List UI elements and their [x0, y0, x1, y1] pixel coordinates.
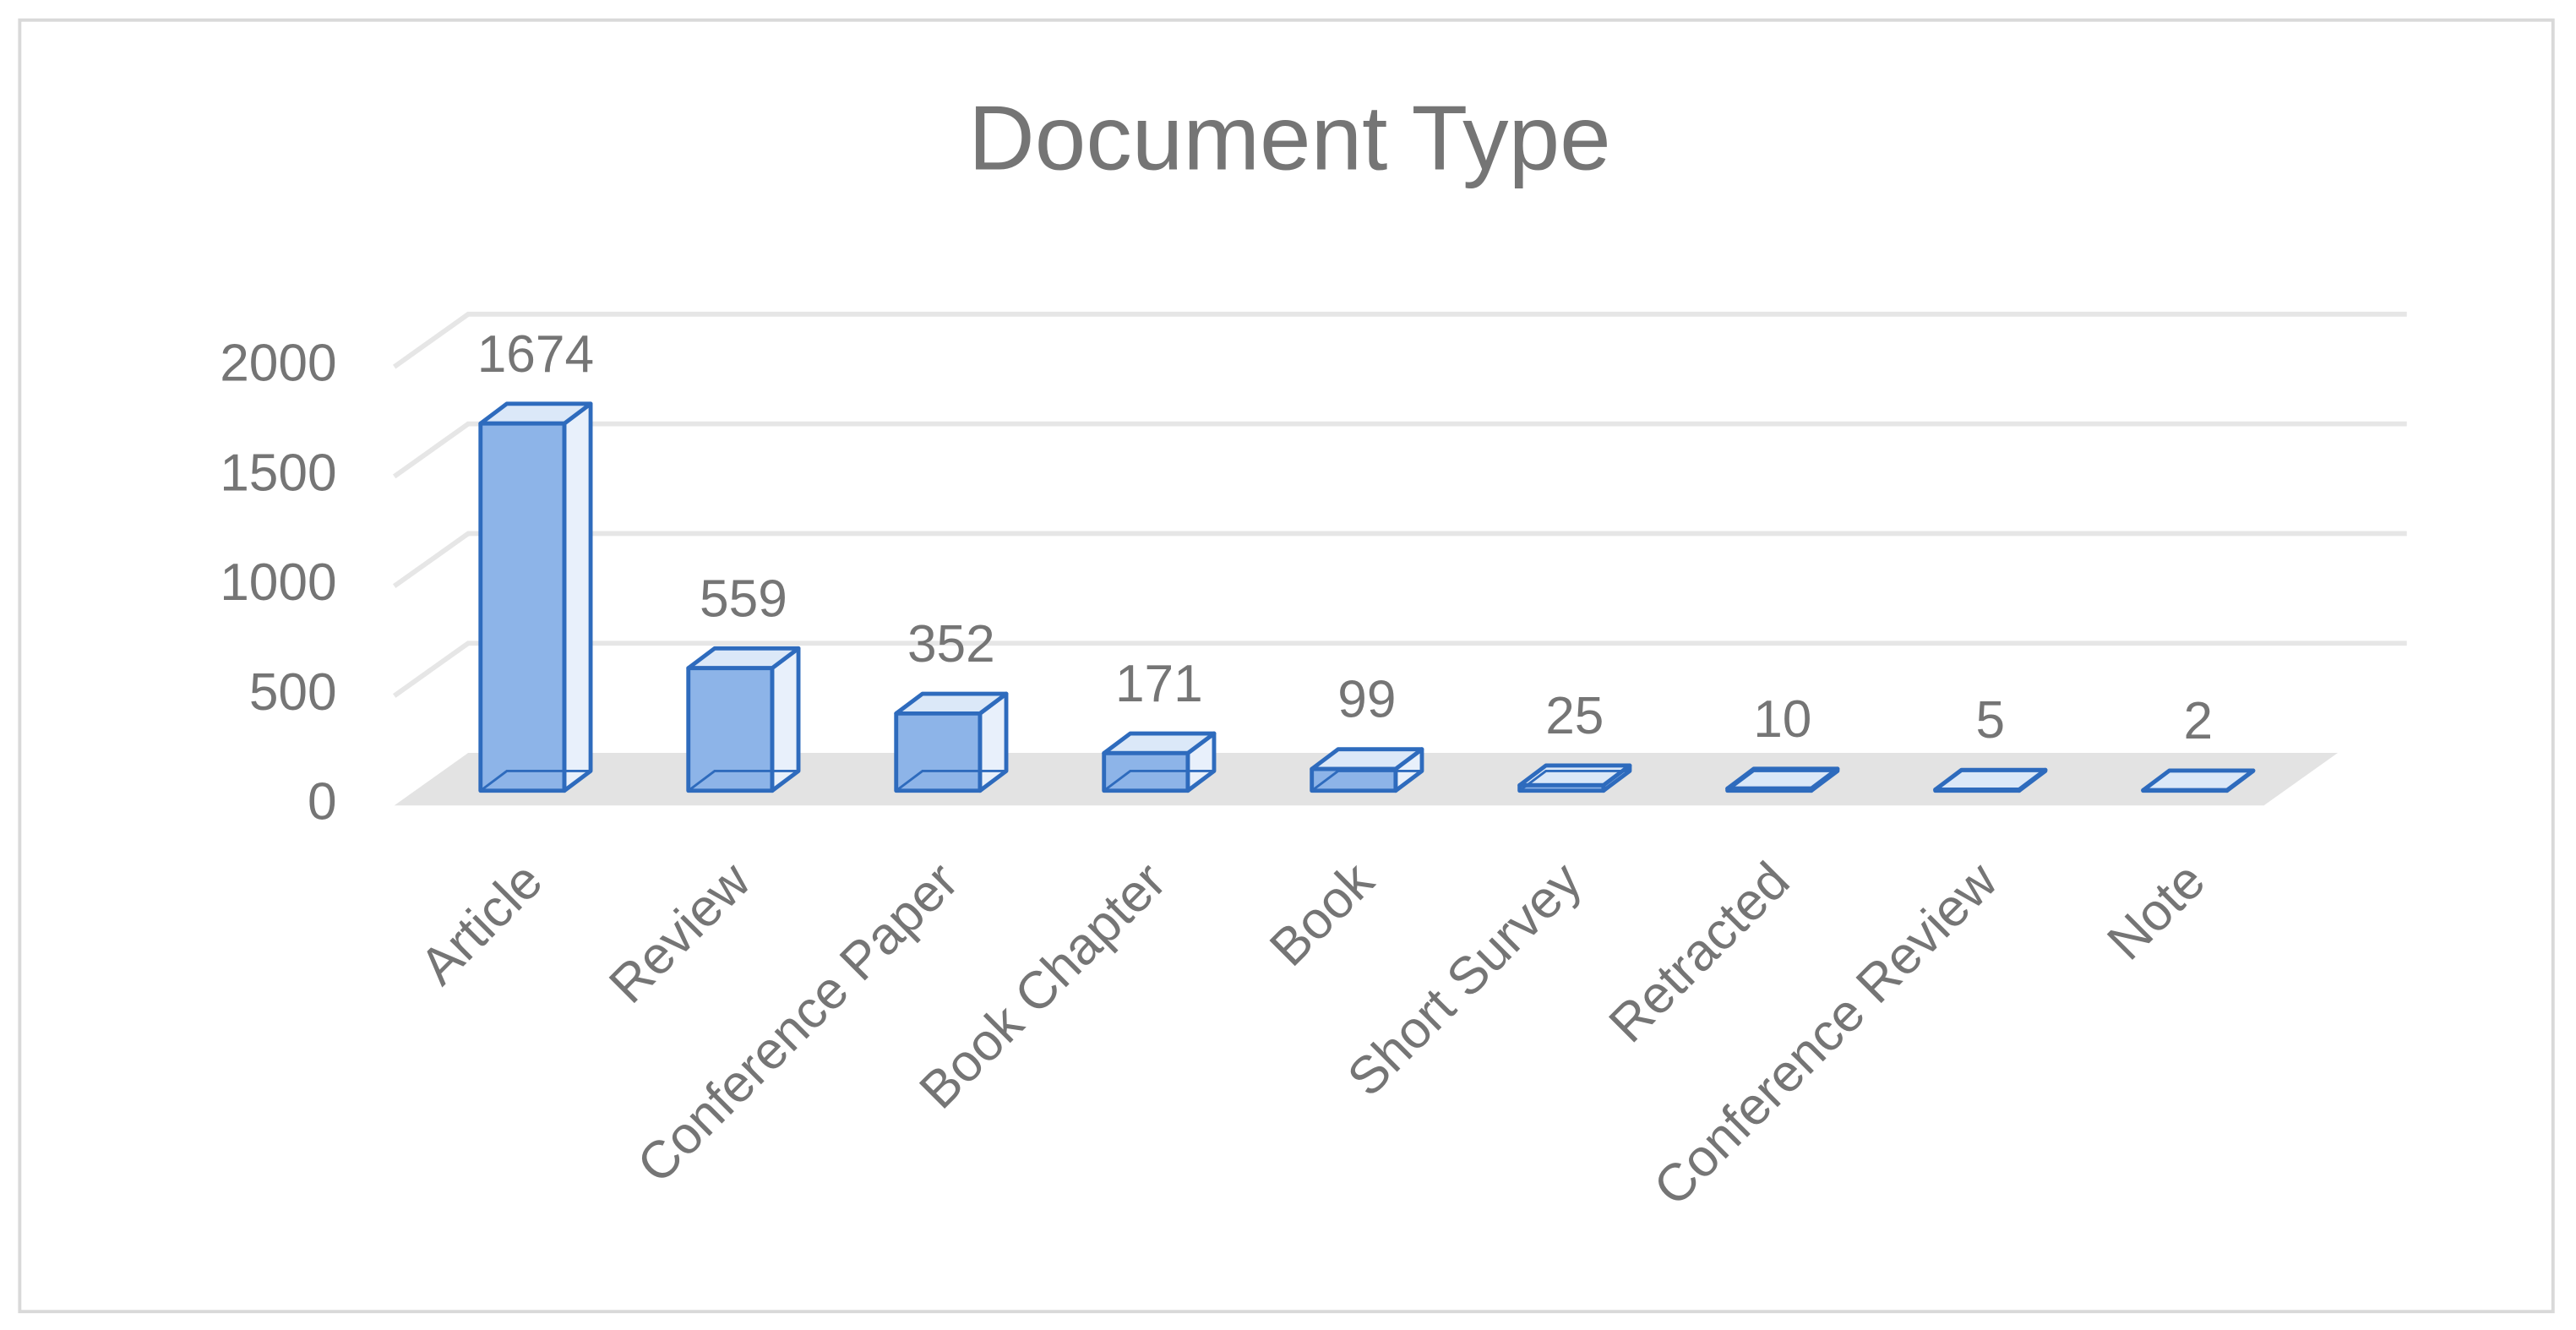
grid-line	[392, 640, 2407, 698]
bar	[1725, 786, 1814, 793]
chart-border	[18, 18, 2555, 1314]
y-tick-label: 1000	[220, 553, 336, 612]
bar	[1933, 788, 2022, 793]
bar	[478, 421, 567, 793]
bar-back-edge	[2142, 769, 2253, 792]
bar-back-edge	[1518, 769, 1630, 792]
y-tick-label: 1500	[220, 444, 336, 502]
bar-back-edge	[1934, 769, 2045, 792]
y-tick-label: 0	[308, 773, 337, 831]
value-label: 5	[1975, 691, 2005, 749]
bar-side	[562, 401, 593, 793]
bar-back-edge	[895, 769, 1007, 792]
value-label: 1674	[477, 325, 594, 384]
value-label: 171	[1115, 655, 1203, 713]
value-label: 25	[1545, 687, 1604, 745]
y-tick-label: 2000	[220, 335, 336, 393]
bar-back-edge	[1726, 769, 1838, 792]
value-label: 99	[1337, 671, 1396, 729]
bar-back-edge	[1103, 769, 1214, 792]
bar	[686, 666, 775, 793]
value-label: 559	[700, 570, 787, 628]
bar	[894, 711, 983, 793]
bar-back-edge	[479, 769, 591, 792]
grid-line	[392, 421, 2407, 479]
chart-title: Document Type	[968, 86, 1611, 189]
value-label: 2	[2183, 692, 2213, 750]
bar	[2141, 788, 2230, 793]
grid-line	[392, 311, 2407, 369]
bar-back-edge	[1310, 769, 1422, 792]
bar-side	[770, 646, 801, 793]
y-tick-label: 500	[249, 663, 337, 722]
bar	[1517, 782, 1606, 793]
value-label: 10	[1753, 690, 1811, 749]
grid-line	[392, 531, 2407, 589]
value-label: 352	[907, 615, 995, 673]
bar-back-edge	[687, 769, 799, 792]
